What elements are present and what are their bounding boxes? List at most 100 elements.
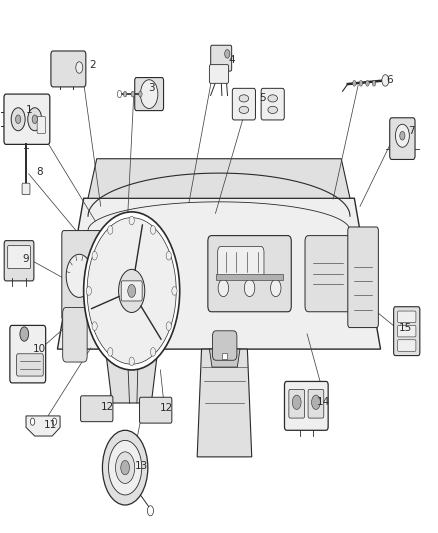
Text: 12: 12 (101, 401, 114, 411)
Text: 4: 4 (229, 54, 235, 64)
FancyBboxPatch shape (218, 246, 264, 279)
Circle shape (129, 357, 134, 366)
Circle shape (87, 217, 176, 364)
Text: 13: 13 (134, 461, 148, 471)
Text: 15: 15 (399, 322, 413, 333)
FancyBboxPatch shape (10, 326, 46, 383)
FancyBboxPatch shape (8, 246, 30, 269)
Circle shape (244, 279, 255, 297)
FancyBboxPatch shape (209, 64, 229, 83)
FancyBboxPatch shape (22, 183, 30, 195)
Polygon shape (209, 349, 240, 367)
Text: 10: 10 (32, 344, 46, 354)
FancyBboxPatch shape (62, 231, 125, 320)
FancyBboxPatch shape (51, 51, 86, 87)
Circle shape (20, 327, 28, 341)
Polygon shape (57, 198, 381, 349)
Circle shape (28, 108, 42, 131)
Circle shape (92, 252, 97, 260)
Circle shape (108, 225, 113, 235)
Polygon shape (88, 159, 350, 198)
Circle shape (359, 80, 363, 86)
Circle shape (218, 279, 229, 297)
Circle shape (11, 108, 25, 131)
FancyBboxPatch shape (232, 88, 255, 120)
Circle shape (30, 418, 35, 425)
FancyBboxPatch shape (289, 389, 304, 418)
Polygon shape (26, 416, 60, 436)
FancyBboxPatch shape (398, 326, 416, 337)
Circle shape (15, 115, 21, 124)
FancyBboxPatch shape (81, 396, 113, 422)
Circle shape (76, 62, 83, 73)
Ellipse shape (239, 95, 249, 102)
Circle shape (66, 254, 92, 297)
Circle shape (95, 254, 122, 297)
Circle shape (109, 440, 142, 495)
Circle shape (84, 212, 180, 370)
Text: 6: 6 (386, 75, 392, 85)
Circle shape (150, 348, 155, 356)
Bar (222, 353, 227, 359)
Circle shape (292, 395, 301, 409)
Circle shape (166, 252, 171, 260)
FancyBboxPatch shape (212, 331, 237, 360)
Circle shape (108, 348, 113, 356)
FancyBboxPatch shape (4, 240, 34, 281)
Circle shape (92, 322, 97, 330)
Ellipse shape (239, 106, 249, 114)
FancyBboxPatch shape (121, 281, 142, 301)
Ellipse shape (268, 106, 278, 114)
Text: 12: 12 (160, 403, 173, 413)
Circle shape (141, 80, 158, 108)
Circle shape (311, 395, 320, 409)
FancyBboxPatch shape (211, 45, 232, 71)
Text: 1: 1 (26, 105, 32, 115)
FancyBboxPatch shape (398, 311, 416, 322)
FancyBboxPatch shape (305, 236, 351, 312)
FancyBboxPatch shape (394, 306, 420, 356)
FancyBboxPatch shape (348, 227, 378, 328)
Circle shape (32, 115, 37, 124)
Ellipse shape (268, 95, 278, 102)
Circle shape (396, 124, 410, 147)
Circle shape (148, 506, 153, 516)
Text: 7: 7 (408, 126, 414, 136)
Text: 14: 14 (317, 397, 330, 407)
Circle shape (166, 322, 171, 330)
Polygon shape (197, 349, 252, 457)
Circle shape (119, 269, 145, 312)
FancyBboxPatch shape (4, 94, 50, 144)
Circle shape (129, 216, 134, 225)
Circle shape (382, 75, 389, 86)
FancyBboxPatch shape (17, 354, 43, 376)
Circle shape (172, 287, 177, 295)
Circle shape (117, 91, 122, 98)
Circle shape (139, 91, 142, 97)
Circle shape (128, 285, 136, 297)
Circle shape (86, 287, 92, 295)
Circle shape (121, 461, 130, 475)
FancyBboxPatch shape (285, 382, 328, 430)
Circle shape (353, 80, 356, 86)
FancyBboxPatch shape (140, 397, 172, 423)
Text: 8: 8 (36, 167, 42, 176)
Polygon shape (106, 349, 158, 403)
FancyBboxPatch shape (208, 236, 291, 312)
FancyBboxPatch shape (308, 389, 324, 418)
Circle shape (116, 452, 135, 483)
Text: 11: 11 (44, 419, 57, 430)
FancyBboxPatch shape (261, 88, 284, 120)
Circle shape (400, 132, 405, 140)
Circle shape (225, 50, 230, 58)
Circle shape (102, 430, 148, 505)
Circle shape (131, 91, 134, 97)
Text: 5: 5 (259, 93, 266, 103)
Circle shape (372, 80, 376, 86)
Bar (216, 274, 283, 280)
Text: 9: 9 (23, 254, 29, 264)
FancyBboxPatch shape (398, 340, 416, 351)
Circle shape (52, 418, 57, 425)
Circle shape (124, 91, 127, 97)
Circle shape (271, 279, 281, 297)
